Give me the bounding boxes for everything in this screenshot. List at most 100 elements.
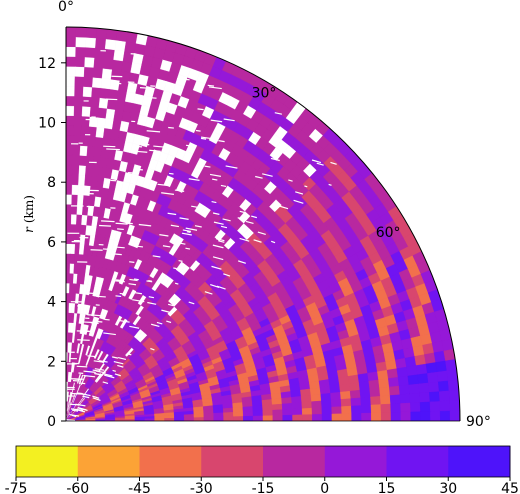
field-cell <box>174 417 185 421</box>
field-cell <box>251 400 263 407</box>
field-cell <box>390 412 402 421</box>
field-cell <box>66 263 71 274</box>
field-cell <box>83 76 94 88</box>
field-cell <box>410 411 421 421</box>
field-cell <box>262 404 273 411</box>
field-cell <box>79 145 88 157</box>
r-tick-label: 8 <box>47 175 56 191</box>
field-cell <box>420 411 431 421</box>
theta-tick-label: 0° <box>58 0 74 15</box>
field-cell <box>262 409 273 417</box>
field-cell <box>213 416 224 421</box>
field-cell <box>223 412 234 418</box>
field-cell <box>272 415 283 421</box>
field-cell <box>282 408 293 416</box>
field-cell <box>114 39 127 52</box>
field-cell <box>380 403 392 413</box>
field-streak <box>129 261 135 263</box>
field-cell <box>91 86 102 98</box>
field-cell <box>203 416 214 421</box>
field-streak <box>78 382 86 385</box>
field-cell <box>252 410 264 417</box>
field-cell <box>66 125 74 136</box>
field-cell <box>99 87 110 99</box>
field-cell <box>429 391 440 403</box>
field-cell <box>66 66 76 77</box>
field-cell <box>439 400 451 412</box>
field-cell <box>370 404 382 414</box>
field-cell <box>400 402 411 413</box>
field-cell <box>419 401 431 412</box>
field-cell <box>71 174 80 186</box>
field-streak <box>168 126 174 129</box>
field-cell <box>360 404 372 414</box>
colorbar-segment <box>139 446 202 477</box>
field-cell <box>78 174 86 186</box>
colorbar-tick-label: -75 <box>5 481 28 494</box>
field-cell <box>395 357 407 369</box>
field-cell <box>203 409 214 414</box>
field-cell <box>66 292 70 304</box>
field-streak <box>197 108 204 111</box>
field-cell <box>115 30 128 42</box>
field-cell <box>424 352 436 365</box>
field-streak <box>96 295 106 298</box>
field-cell <box>261 399 273 406</box>
field-streak <box>112 369 116 372</box>
field-cell <box>301 401 313 409</box>
field-cell <box>351 405 362 414</box>
field-cell <box>66 273 71 284</box>
field-streak <box>90 249 103 251</box>
field-streak <box>115 279 124 282</box>
colorbar-tick-label: 30 <box>439 481 457 494</box>
field-cell <box>108 88 119 101</box>
field-cell <box>66 253 71 264</box>
field-cell <box>416 363 428 375</box>
theta-tick-label: 30° <box>252 85 277 101</box>
field-cell <box>66 213 72 225</box>
field-streak <box>128 171 136 174</box>
field-cell <box>75 27 87 38</box>
field-streak <box>85 292 98 295</box>
field-cell <box>389 385 401 396</box>
field-cell <box>281 397 293 405</box>
field-streak <box>104 318 110 321</box>
field-cell <box>73 115 83 127</box>
field-cell <box>79 155 88 166</box>
field-cell <box>222 407 234 413</box>
colorbar-tick-label: -60 <box>66 481 89 494</box>
field-cell <box>445 359 457 372</box>
field-cell <box>271 403 283 411</box>
field-cell <box>101 68 113 80</box>
field-cell <box>71 194 79 205</box>
field-cell <box>74 76 85 87</box>
field-streak <box>76 365 88 368</box>
field-cell <box>290 389 302 398</box>
colorbar-segment <box>324 446 387 477</box>
field-cell <box>262 415 274 421</box>
field-cell <box>410 402 421 413</box>
field-cell <box>96 117 107 129</box>
field-cell <box>409 392 421 404</box>
field-cell <box>81 106 91 117</box>
field-cell <box>400 411 411 421</box>
field-cell <box>447 379 460 392</box>
field-cell <box>425 362 438 374</box>
field-cell <box>213 408 224 414</box>
colorbar-segment <box>77 446 140 477</box>
field-streak <box>178 259 183 262</box>
colorbar-segment <box>16 446 79 477</box>
field-cell <box>398 384 410 395</box>
field-cell <box>85 37 97 49</box>
field-cell <box>438 390 450 402</box>
field-streak <box>304 185 308 188</box>
field-cell <box>321 406 333 415</box>
field-cell <box>340 398 352 407</box>
field-cell <box>369 387 381 398</box>
field-cell <box>388 377 400 388</box>
colorbar-segment <box>386 446 449 477</box>
field-cell <box>348 382 361 392</box>
field-cell <box>66 282 70 294</box>
theta-tick-label: 90° <box>466 414 491 430</box>
field-cell <box>66 204 72 215</box>
